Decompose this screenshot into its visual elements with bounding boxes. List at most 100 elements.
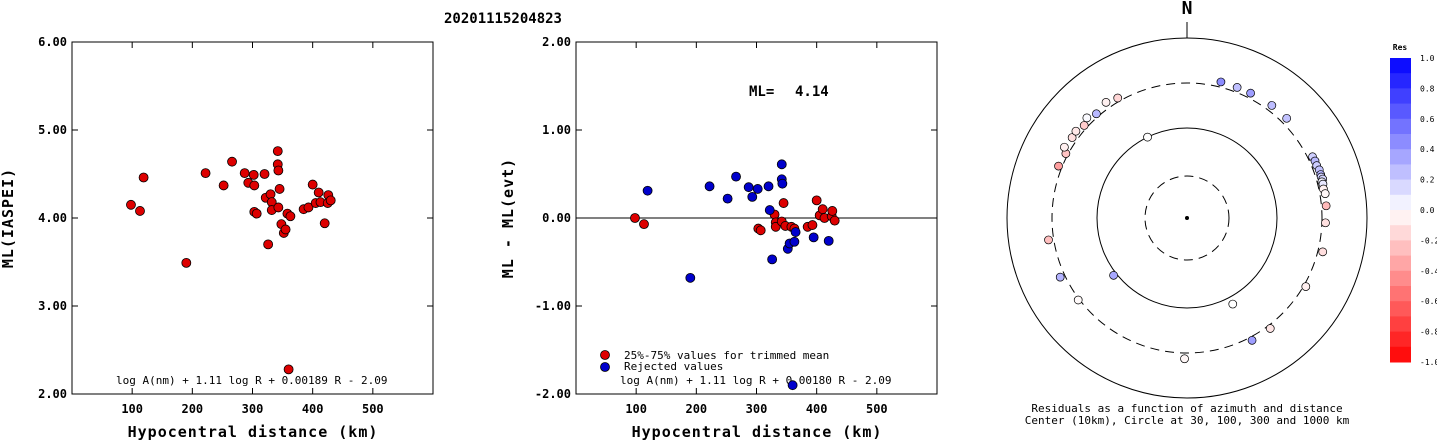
station-marker: [1055, 272, 1065, 282]
formula-label: log A(nm) + 1.11 log R + 0.00180 R - 2.0…: [620, 374, 892, 387]
center-dot: [1185, 216, 1189, 220]
data-point: [811, 195, 822, 206]
ml-annotation-label: ML=: [749, 84, 774, 100]
data-point: [789, 236, 800, 247]
data-point: [722, 193, 733, 204]
colorbar-cell: [1390, 210, 1411, 226]
station-markers: [1044, 77, 1331, 364]
y-tick-label: 2.00: [542, 35, 571, 49]
data-point: [827, 206, 838, 216]
data-point: [817, 204, 828, 215]
data-point: [763, 181, 774, 192]
station-marker: [1247, 335, 1257, 345]
data-point: [303, 202, 314, 213]
station-marker: [1318, 247, 1328, 257]
station-marker: [1113, 93, 1123, 103]
y-tick-label: 1.00: [542, 123, 571, 137]
y-tick-label: -2.00: [535, 387, 571, 401]
data-points: [630, 159, 840, 391]
colorbar-tick-label: 0.2: [1420, 176, 1435, 185]
data-point: [685, 272, 696, 283]
data-point: [249, 180, 260, 191]
north-label: N: [1182, 0, 1193, 19]
x-tick-label: 200: [181, 402, 203, 416]
data-point: [135, 206, 145, 216]
y-tick-label: 0.00: [542, 211, 571, 225]
colorbar-tick-label: -0.2: [1420, 236, 1437, 245]
colorbar-tick-label: -0.8: [1420, 328, 1437, 337]
station-marker: [1143, 132, 1152, 142]
data-point: [778, 198, 789, 208]
colorbar-title: Res: [1393, 43, 1408, 52]
data-point: [319, 218, 330, 229]
data-point: [704, 181, 715, 192]
x-axis-ticks: 100 200 300 400 500: [121, 42, 384, 416]
x-axis-label: Hypocentral distance (km): [128, 423, 379, 441]
colorbar-cell: [1390, 286, 1411, 302]
y-axis-ticks: -2.00 -1.00 0.00 1.00 2.00: [535, 35, 937, 401]
azimuth-residual-plot: N Residuals as a function of azimuth and…: [1006, 0, 1368, 427]
colorbar-tick-label: -1.0: [1420, 358, 1437, 367]
x-tick-label: 100: [625, 402, 647, 416]
colorbar-tick-label: -0.6: [1420, 297, 1437, 306]
station-marker: [1228, 299, 1238, 309]
station-marker: [1082, 113, 1092, 123]
ml-annotation-value: 4.14: [795, 84, 829, 100]
y-tick-label: -1.00: [535, 299, 571, 313]
data-point: [280, 224, 291, 235]
colorbar-cell: [1390, 149, 1411, 165]
colorbar-cell: [1390, 240, 1411, 257]
caption-line-1: Residuals as a function of azimuth and d…: [1031, 402, 1342, 415]
colorbar-cell: [1390, 270, 1411, 287]
data-point: [731, 171, 741, 182]
data-point: [767, 254, 778, 265]
x-tick-label: 300: [746, 402, 768, 416]
data-point: [273, 165, 284, 176]
x-tick-label: 500: [866, 402, 888, 416]
data-point: [787, 380, 798, 391]
colorbar-cell: [1390, 194, 1411, 211]
colorbar-cell: [1390, 225, 1411, 241]
data-point: [227, 156, 237, 167]
station-marker: [1073, 295, 1083, 305]
data-point: [263, 239, 274, 250]
colorbar-cell: [1390, 255, 1411, 272]
data-point: [790, 227, 801, 237]
plot-frame: [71, 41, 434, 395]
ring-1000km: [1006, 37, 1368, 399]
station-marker: [1301, 282, 1311, 291]
colorbar: Res 1.0 0.8 0.6 0.4 0.2 0.0 -0.2 -0.4 -0.6 -0.8 -1…: [1390, 43, 1437, 367]
station-marker: [1071, 126, 1081, 136]
y-tick-label: 2.00: [38, 387, 67, 401]
data-point: [259, 169, 270, 179]
legend: 25%-75% values for trimmed mean Rejected…: [600, 349, 829, 373]
data-point: [743, 182, 754, 193]
legend-label-rejected: Rejected values: [624, 360, 723, 373]
colorbar-cell: [1390, 88, 1411, 105]
ring-100km: [1096, 127, 1278, 309]
data-points: [126, 146, 336, 375]
data-point: [248, 169, 259, 180]
station-marker: [1060, 142, 1069, 152]
x-tick-label: 400: [302, 402, 324, 416]
y-axis-ticks: 2.00 3.00 4.00 5.00 6.00: [38, 35, 433, 401]
x-axis-label: Hypocentral distance (km): [632, 423, 883, 441]
y-tick-label: 4.00: [38, 211, 67, 225]
colorbar-cell: [1390, 179, 1411, 196]
colorbar-cell: [1390, 103, 1411, 120]
colorbar-cell: [1390, 164, 1411, 181]
x-axis-ticks: 100 200 300 400 500: [625, 42, 888, 416]
station-marker: [1180, 354, 1189, 364]
legend-label-trimmed: 25%-75% values for trimmed mean: [624, 349, 829, 362]
station-marker: [1320, 189, 1330, 198]
station-marker: [1109, 271, 1118, 280]
data-point: [239, 168, 250, 179]
colorbar-tick-label: 0.6: [1420, 115, 1435, 124]
station-marker: [1054, 161, 1063, 171]
figure-title: 20201115204823: [444, 11, 562, 27]
data-point: [777, 178, 788, 189]
data-point: [126, 199, 136, 210]
colorbar-cell: [1390, 58, 1411, 74]
station-marker: [1267, 101, 1277, 110]
station-marker: [1265, 324, 1275, 333]
